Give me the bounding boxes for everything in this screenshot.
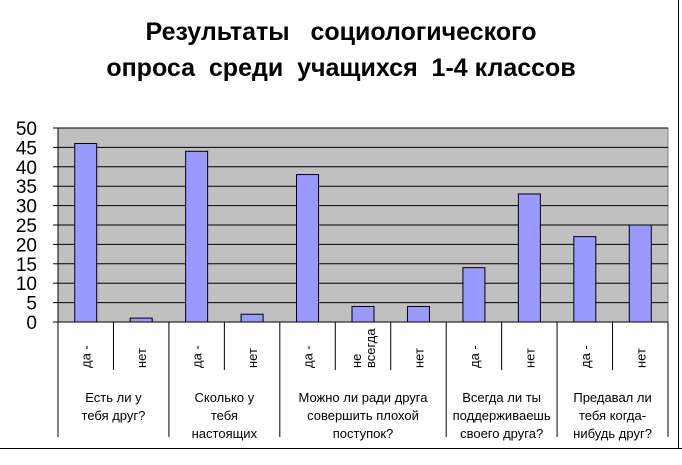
- bar: [185, 150, 209, 323]
- category-label: всегда: [363, 328, 378, 368]
- group-label: Можно ли ради друга: [298, 390, 428, 405]
- group-label: Есть ли у: [85, 390, 142, 405]
- y-tick-label: 45: [16, 138, 37, 159]
- bar: [240, 313, 264, 323]
- group-label: тебя когда-: [579, 408, 646, 423]
- group-label: поступок?: [333, 426, 394, 441]
- category-label: да -: [578, 345, 593, 368]
- chart-title-line-1: Результаты социологического: [145, 18, 537, 46]
- bar: [628, 224, 652, 323]
- y-tick-label: 25: [16, 216, 37, 237]
- group-label: Предавал ли: [573, 390, 651, 405]
- category-label: да -: [190, 345, 205, 368]
- y-tick-label: 20: [16, 235, 37, 256]
- y-tick-label: 5: [26, 294, 37, 315]
- bottom-border-line: [0, 448, 682, 449]
- bar: [573, 236, 597, 323]
- bar: [129, 317, 153, 323]
- category-label: не: [349, 354, 364, 368]
- group-label: поддерживаешь: [453, 408, 551, 423]
- category-label: нет: [245, 348, 260, 368]
- group-label: совершить плохой: [307, 408, 419, 423]
- category-label: нет: [134, 348, 149, 368]
- bar: [517, 193, 541, 323]
- category-label: нет: [522, 348, 537, 368]
- category-label: да -: [467, 345, 482, 368]
- chart-title: Результаты социологического опроса среди…: [0, 14, 682, 86]
- y-tick-label: 0: [26, 313, 37, 334]
- bar: [74, 143, 98, 323]
- y-tick-label: 40: [16, 158, 37, 179]
- group-label: Всегда ли ты: [462, 390, 541, 405]
- category-label: да -: [301, 345, 316, 368]
- group-label: нибудь друг?: [573, 426, 652, 441]
- category-label: нет: [411, 348, 426, 368]
- bar: [406, 305, 430, 323]
- category-label: да -: [79, 345, 94, 368]
- group-label: тебя: [211, 408, 238, 423]
- y-tick-label: 30: [16, 197, 37, 218]
- y-tick-label: 35: [16, 177, 37, 198]
- y-tick-label: 15: [16, 255, 37, 276]
- group-label: настоящих: [192, 426, 258, 441]
- group-label: своего друга?: [460, 426, 543, 441]
- bar: [351, 305, 375, 323]
- y-tick-label: 10: [16, 274, 37, 295]
- chart-title-line-2: опроса среди учащихся 1-4 классов: [106, 54, 576, 82]
- bar: [462, 267, 486, 323]
- group-label: тебя друг?: [82, 408, 146, 423]
- bar: [296, 174, 320, 323]
- y-tick-label: 50: [16, 119, 37, 140]
- category-label: нет: [633, 348, 648, 368]
- group-label: Сколько у: [195, 390, 255, 405]
- right-border-line: [678, 0, 679, 449]
